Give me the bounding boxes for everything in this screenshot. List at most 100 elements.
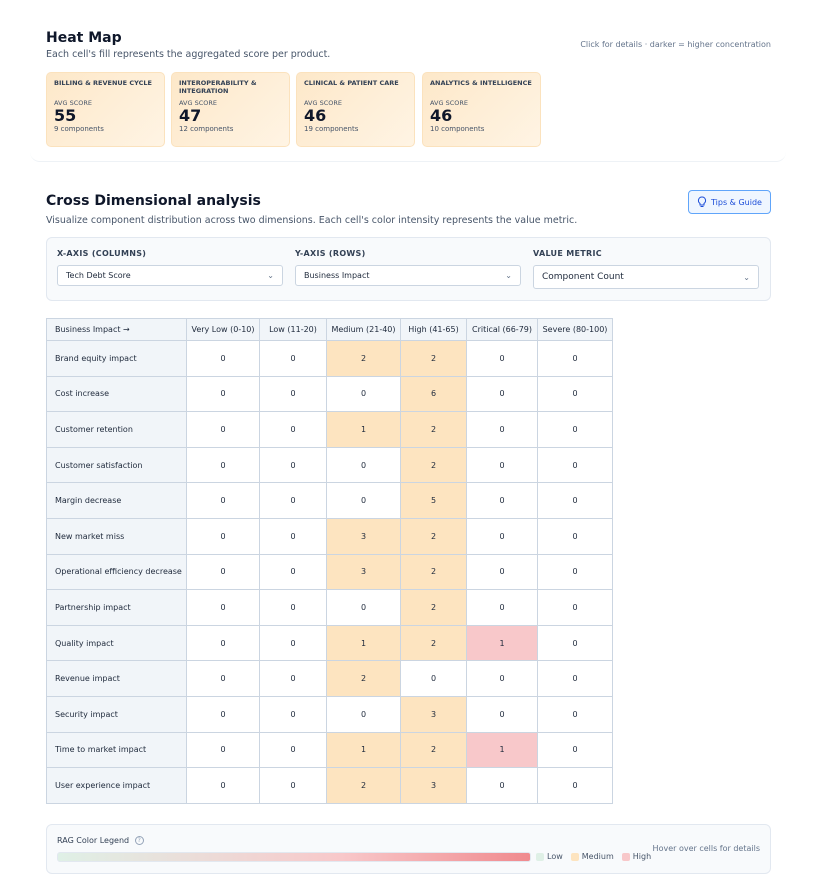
- matrix-cell[interactable]: 0: [186, 695, 260, 733]
- matrix-cell[interactable]: 1: [466, 624, 538, 662]
- matrix-cell[interactable]: 0: [466, 340, 538, 377]
- matrix-cell[interactable]: 0: [259, 517, 327, 555]
- matrix-cell[interactable]: 0: [466, 411, 538, 448]
- matrix-cell[interactable]: 0: [326, 482, 401, 519]
- row-label: Quality impact: [46, 624, 187, 662]
- matrix-cell[interactable]: 0: [186, 731, 260, 769]
- matrix-cell[interactable]: 2: [400, 589, 467, 626]
- select[interactable]: Tech Debt Score ⌄: [57, 265, 283, 286]
- product-card[interactable]: INTEROPERABILITY & INTEGRATION AVG SCORE 4…: [171, 72, 290, 147]
- matrix-cell[interactable]: 0: [537, 446, 613, 484]
- matrix-cell[interactable]: 2: [400, 411, 467, 448]
- card-components: 10 components: [430, 125, 485, 133]
- matrix-cell[interactable]: 0: [259, 660, 327, 697]
- matrix-cell[interactable]: 2: [400, 517, 467, 555]
- legend-label: Medium: [581, 852, 614, 861]
- matrix-cell[interactable]: 0: [326, 695, 401, 733]
- matrix-cell[interactable]: 0: [537, 340, 613, 377]
- matrix-cell[interactable]: 0: [186, 767, 260, 804]
- matrix-cell[interactable]: 2: [326, 340, 401, 377]
- matrix-cell[interactable]: 1: [466, 731, 538, 769]
- matrix-cell[interactable]: 0: [537, 589, 613, 626]
- matrix-cell[interactable]: 3: [326, 553, 401, 591]
- matrix-cell[interactable]: 3: [400, 695, 467, 733]
- matrix-cell[interactable]: 0: [466, 375, 538, 413]
- matrix-cell[interactable]: 0: [259, 482, 327, 519]
- matrix-cell[interactable]: 5: [400, 482, 467, 519]
- matrix-cell[interactable]: 0: [537, 695, 613, 733]
- select[interactable]: Business Impact ⌄: [295, 265, 521, 286]
- matrix-cell[interactable]: 0: [186, 446, 260, 484]
- matrix-cell[interactable]: 2: [400, 731, 467, 769]
- matrix-cell[interactable]: 0: [186, 375, 260, 413]
- row-label: Brand equity impact: [46, 340, 187, 377]
- matrix-cell[interactable]: 0: [259, 340, 327, 377]
- matrix-cell[interactable]: 0: [466, 660, 538, 697]
- matrix-cell[interactable]: 0: [537, 767, 613, 804]
- matrix-cell[interactable]: 0: [537, 411, 613, 448]
- matrix-cell[interactable]: 0: [466, 695, 538, 733]
- matrix-cell[interactable]: 0: [537, 624, 613, 662]
- matrix-cell[interactable]: 6: [400, 375, 467, 413]
- matrix-cell[interactable]: 3: [326, 517, 401, 555]
- matrix-cell[interactable]: 0: [186, 411, 260, 448]
- matrix-cell[interactable]: 0: [186, 553, 260, 591]
- row-label: Margin decrease: [46, 482, 187, 519]
- matrix-cell[interactable]: 0: [186, 589, 260, 626]
- matrix-cell[interactable]: 0: [259, 767, 327, 804]
- matrix-cell[interactable]: 0: [259, 375, 327, 413]
- matrix-cell[interactable]: 2: [326, 660, 401, 697]
- product-card[interactable]: ANALYTICS & INTELLIGENCE AVG SCORE 46 10 co…: [422, 72, 541, 147]
- matrix-cell[interactable]: 0: [259, 446, 327, 484]
- matrix-cell[interactable]: 0: [186, 517, 260, 555]
- matrix-cell[interactable]: 0: [466, 446, 538, 484]
- matrix-cell[interactable]: 2: [326, 767, 401, 804]
- card-label: AVG SCORE: [54, 99, 92, 107]
- matrix-cell[interactable]: 0: [326, 375, 401, 413]
- matrix-cell[interactable]: 2: [400, 340, 467, 377]
- product-card[interactable]: BILLING & REVENUE CYCLE AVG SCORE 55 9 comp…: [46, 72, 165, 147]
- tips-button[interactable]: Tips & Guide: [688, 190, 771, 214]
- matrix-cell[interactable]: 0: [259, 731, 327, 769]
- matrix-cell[interactable]: 0: [537, 731, 613, 769]
- matrix-cell[interactable]: 0: [326, 589, 401, 626]
- matrix-cell[interactable]: 0: [186, 660, 260, 697]
- matrix-cell[interactable]: 0: [186, 624, 260, 662]
- matrix-cell[interactable]: 1: [326, 624, 401, 662]
- matrix-cell[interactable]: 1: [326, 411, 401, 448]
- matrix-cell[interactable]: 0: [186, 340, 260, 377]
- matrix-cell[interactable]: 0: [466, 767, 538, 804]
- data-row: New market miss 0 0 3 2 0 0: [46, 517, 613, 555]
- matrix-cell[interactable]: 0: [537, 517, 613, 555]
- data-row: Quality impact 0 0 1 2 1 0: [46, 624, 613, 662]
- matrix-cell[interactable]: 0: [326, 446, 401, 484]
- matrix-cell[interactable]: 0: [466, 482, 538, 519]
- matrix-cell[interactable]: 1: [326, 731, 401, 769]
- column-header: High (41-65): [400, 318, 467, 341]
- matrix-cell[interactable]: 0: [537, 375, 613, 413]
- control-label: VALUE METRIC: [533, 249, 602, 258]
- matrix-cell[interactable]: 2: [400, 624, 467, 662]
- matrix-cell[interactable]: 0: [537, 482, 613, 519]
- card-name: ANALYTICS & INTELLIGENCE: [430, 79, 532, 87]
- data-row: Security impact 0 0 0 3 0 0: [46, 695, 613, 733]
- matrix-cell[interactable]: 3: [400, 767, 467, 804]
- matrix-cell[interactable]: 2: [400, 446, 467, 484]
- legend-gradient: [57, 852, 531, 862]
- product-card[interactable]: CLINICAL & PATIENT CARE AVG SCORE 46 19 com…: [296, 72, 415, 147]
- matrix-cell[interactable]: 0: [259, 553, 327, 591]
- select[interactable]: Component Count ⌄: [533, 265, 759, 289]
- matrix-cell[interactable]: 0: [466, 553, 538, 591]
- matrix-cell[interactable]: 0: [466, 517, 538, 555]
- matrix-cell[interactable]: 0: [537, 553, 613, 591]
- matrix-cell[interactable]: 0: [537, 660, 613, 697]
- matrix-cell[interactable]: 0: [466, 589, 538, 626]
- matrix-cell[interactable]: 0: [400, 660, 467, 697]
- matrix-cell[interactable]: 0: [259, 411, 327, 448]
- select-value: Tech Debt Score: [66, 271, 131, 280]
- matrix-cell[interactable]: 2: [400, 553, 467, 591]
- matrix-cell[interactable]: 0: [186, 482, 260, 519]
- matrix-cell[interactable]: 0: [259, 589, 327, 626]
- matrix-cell[interactable]: 0: [259, 695, 327, 733]
- matrix-cell[interactable]: 0: [259, 624, 327, 662]
